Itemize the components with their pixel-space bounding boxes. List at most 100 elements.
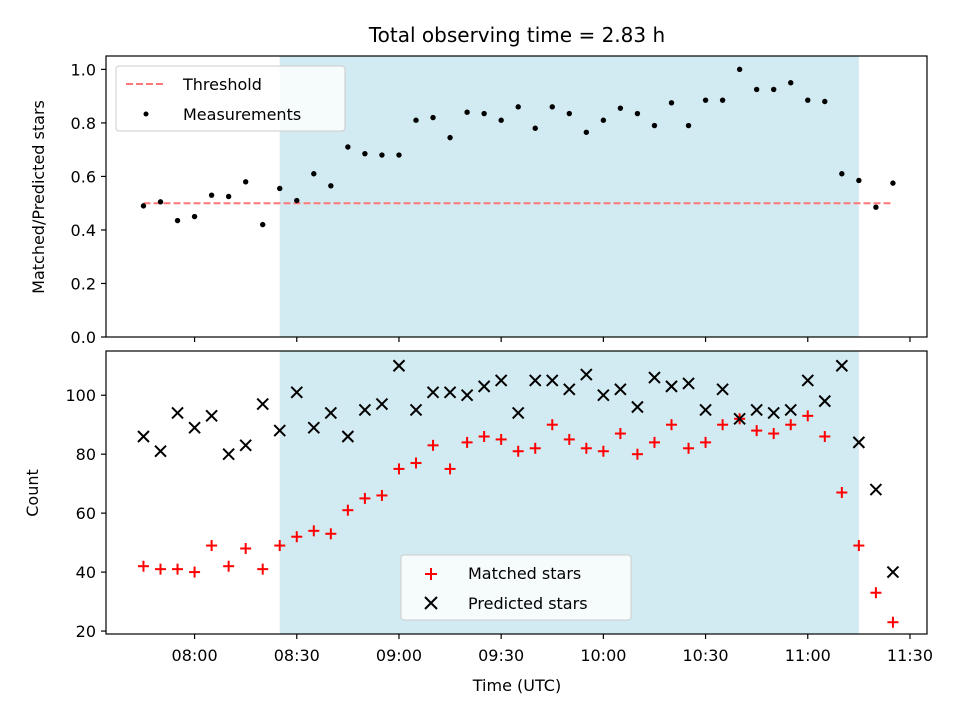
predicted-star-point [869, 483, 883, 496]
measurement-point [719, 97, 726, 103]
predicted-star-point [563, 383, 576, 396]
chart-title: Total observing time = 2.83 h [368, 23, 665, 47]
predicted-star-point [546, 374, 559, 387]
ratio-y-axis-label: Matched/Predicted stars [29, 100, 48, 294]
matched-star-point [836, 487, 848, 498]
measurement-point [430, 114, 436, 121]
predicted-star-point [171, 406, 184, 420]
predicted-star-point [392, 359, 406, 372]
matched-star-point [700, 436, 712, 448]
count-y-tick-label: 60 [76, 504, 96, 523]
predicted-star-point [239, 439, 252, 452]
count-y-tick-label: 40 [76, 563, 96, 582]
time-x-tick-label: 08:30 [274, 646, 320, 665]
matched-star-point [427, 439, 439, 451]
measurement-point [481, 110, 487, 117]
predicted-star-point [341, 430, 355, 443]
matched-star-point [206, 540, 218, 552]
measurement-point [617, 105, 624, 111]
measurement-point [822, 98, 828, 105]
time-x-tick-label: 09:30 [478, 646, 524, 665]
matched-star-point [478, 430, 490, 442]
observing-window-shade [279, 56, 859, 337]
count-x-ticks: 08:00 08:30 09:00 09:30 10:00 10:30 11:00 11:30 [172, 634, 933, 665]
measurement-point [651, 122, 658, 129]
matched-star-point [172, 563, 184, 575]
measurement-point [242, 179, 249, 185]
measurement-point [600, 117, 607, 123]
predicted-star-point [716, 383, 729, 396]
predicted-star-point [460, 389, 474, 402]
count-y-tick-label: 80 [76, 445, 96, 464]
measurement-point [856, 177, 862, 184]
predicted-star-point [852, 436, 866, 449]
measurement-point [549, 104, 555, 110]
matched-star-point [717, 419, 729, 431]
predicted-star-point [648, 371, 661, 384]
predicted-star-point [273, 424, 286, 437]
matched-star-point [155, 563, 167, 575]
legend-threshold-label: Threshold [182, 75, 262, 94]
matched-star-point [359, 492, 371, 504]
measurement-point [515, 104, 521, 110]
matched-star-point [580, 442, 592, 454]
matched-star-point [648, 436, 660, 448]
matched-star-point [853, 540, 865, 552]
legend-matched-swatch [425, 568, 437, 580]
predicted-star-point [511, 406, 525, 420]
measurement-point [413, 117, 419, 123]
predicted-star-point [137, 430, 150, 443]
measurement-point [311, 171, 317, 177]
matched-star-point [410, 457, 422, 469]
measurement-point [174, 217, 181, 224]
matched-star-point [223, 560, 235, 572]
measurement-point [583, 129, 590, 135]
count-y-ticks: 20 40 60 80 100 [65, 386, 106, 641]
measurement-point [260, 221, 266, 228]
matched-star-point [751, 425, 763, 437]
count-panel: 20 40 60 80 100 08:00 08:30 09:00 09:30 10:00 10:… [23, 350, 933, 695]
ratio-y-ticks: 0.0 0.2 0.4 0.6 0.8 1.0 [71, 60, 106, 347]
predicted-star-point [665, 380, 678, 393]
measurement-point [771, 86, 777, 93]
matched-star-point [887, 616, 899, 628]
legend-measurements-label: Measurements [183, 105, 301, 124]
predicted-star-point [426, 386, 440, 399]
matched-star-point [342, 504, 354, 516]
matched-star-point [529, 442, 541, 454]
count-legend-box [400, 554, 632, 621]
predicted-star-point [205, 409, 218, 423]
matched-star-point [819, 430, 831, 442]
predicted-star-point [222, 447, 235, 461]
matched-star-point [189, 566, 201, 578]
predicted-star-point [835, 359, 849, 372]
matched-star-point [274, 540, 286, 552]
matched-star-point [444, 463, 456, 475]
matched-star-point [597, 445, 609, 457]
predicted-star-point [443, 386, 457, 399]
legend-predicted-label: Predicted stars [468, 594, 588, 613]
measurement-point [753, 86, 760, 93]
ratio-y-tick-label: 0.0 [71, 328, 96, 347]
matched-star-point [631, 448, 643, 460]
ratio-y-tick-label: 0.4 [71, 221, 96, 240]
matched-star-point [291, 531, 303, 543]
predicted-star-point [733, 412, 746, 426]
predicted-star-point [886, 565, 900, 579]
measurement-point [396, 152, 402, 158]
ratio-legend: Threshold Measurements [115, 65, 346, 132]
predicted-star-point [767, 406, 780, 420]
matched-star-point [137, 560, 149, 572]
matched-star-point [785, 419, 797, 431]
matched-star-point [308, 525, 320, 537]
matched-star-points [137, 410, 899, 628]
measurement-point [839, 171, 845, 177]
legend-predicted-swatch [424, 596, 438, 610]
measurement-point [566, 110, 573, 117]
legend-matched-label: Matched stars [468, 564, 581, 583]
measurement-point [668, 100, 675, 106]
predicted-star-point [597, 389, 610, 402]
predicted-star-point [307, 421, 321, 434]
predicted-star-point [682, 377, 695, 390]
